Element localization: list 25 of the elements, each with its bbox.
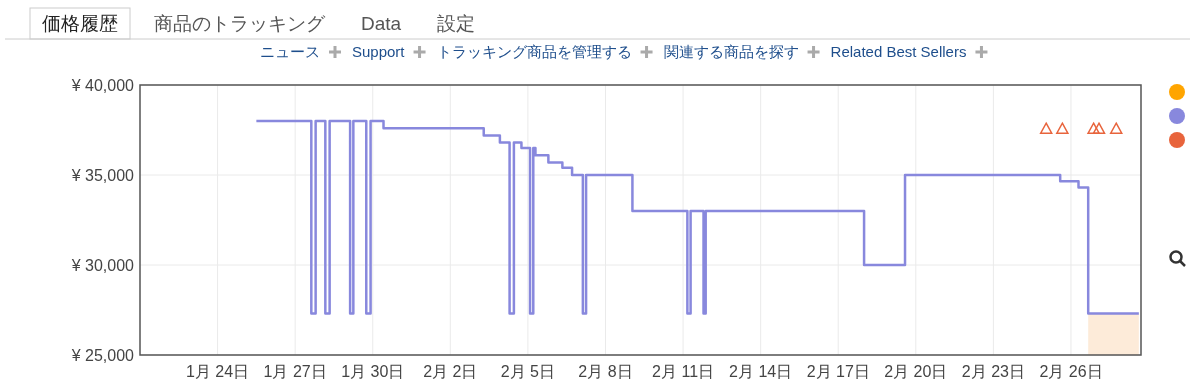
text: Support bbox=[352, 43, 406, 60]
text: Related Best Sellers bbox=[830, 43, 967, 60]
x-tick-label: 2月 5日 bbox=[500, 363, 556, 380]
text: 商品のトラッキング bbox=[154, 13, 326, 34]
x-tick-label: 2月 23日 bbox=[961, 363, 1025, 380]
x-tick-label: 2月 17日 bbox=[806, 363, 870, 380]
x-tick-label: 2月 20日 bbox=[884, 363, 948, 380]
y-tick-label: ¥ 30,000 bbox=[70, 257, 135, 274]
text: ニュース bbox=[260, 43, 320, 60]
x-tick-label: 2月 14日 bbox=[729, 363, 793, 380]
x-tick-label: 2月 8日 bbox=[578, 363, 633, 380]
y-tick-label: ¥ 35,000 bbox=[70, 167, 135, 184]
x-tick-label: 2月 26日 bbox=[1039, 363, 1103, 380]
x-tick-label: 2月 11日 bbox=[652, 363, 715, 380]
text: トラッキング商品を管理する bbox=[436, 43, 632, 60]
text: 関連する商品を探す bbox=[663, 43, 799, 60]
text: 価格履歴 bbox=[42, 13, 118, 34]
y-tick-label: ¥ 25,000 bbox=[70, 347, 135, 364]
x-tick-label: 1月 30日 bbox=[341, 363, 405, 380]
y-tick-label: ¥ 40,000 bbox=[70, 77, 135, 94]
text: Data bbox=[361, 13, 402, 34]
x-tick-label: 2月 2日 bbox=[423, 363, 478, 380]
x-tick-label: 1月 27日 bbox=[263, 363, 327, 380]
text: 設定 bbox=[437, 13, 476, 34]
x-tick-label: 1月 24日 bbox=[186, 363, 250, 380]
